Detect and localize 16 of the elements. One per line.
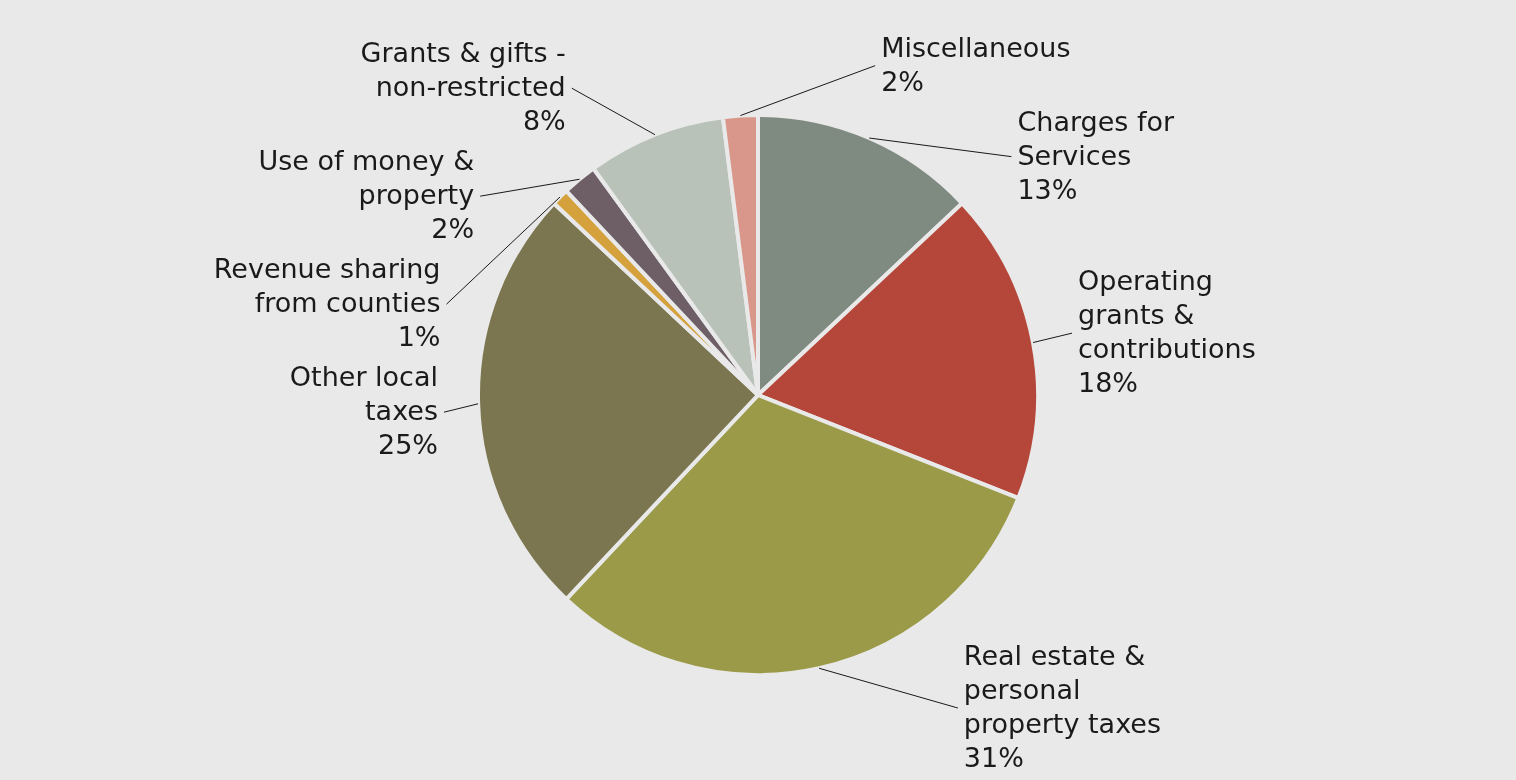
data-label: 25% — [377, 429, 438, 461]
slice-label: Charges for Services — [1017, 105, 1175, 171]
slice-label: Grants & gifts - non-restricted — [360, 37, 566, 103]
data-label: 18% — [1078, 367, 1139, 399]
slice-label: Real estate & personal property taxes — [963, 640, 1161, 739]
data-label: 2% — [431, 213, 475, 245]
data-label: 1% — [397, 321, 441, 353]
slice-label: Operating grants & contributions — [1078, 265, 1256, 365]
slice-label: Use of money & property — [258, 145, 475, 211]
slice-label: Miscellaneous — [881, 31, 1071, 63]
data-label: 13% — [1017, 173, 1078, 205]
data-label: 8% — [522, 105, 566, 137]
slice-label: Other local taxes — [289, 361, 438, 427]
slice-label: Revenue sharing from counties — [213, 253, 441, 319]
data-label: 2% — [881, 65, 925, 97]
data-label: 31% — [963, 742, 1024, 773]
